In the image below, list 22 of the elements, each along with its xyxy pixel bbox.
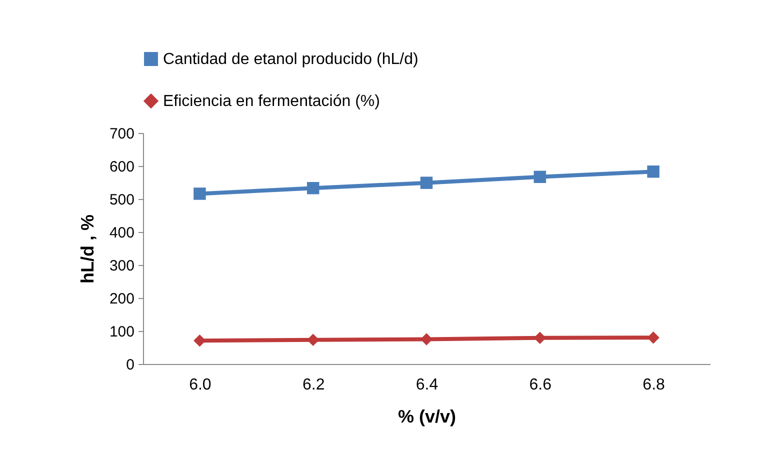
y-tick-label: 300 <box>109 258 134 274</box>
point <box>534 170 546 184</box>
point <box>420 176 433 189</box>
y-tick-label: 600 <box>109 158 134 176</box>
x-tick-label: 6.8 <box>642 376 666 394</box>
y-tick-label: 500 <box>109 192 134 208</box>
x-axis-title: % (v/v) <box>398 406 456 426</box>
y-tick-label: 100 <box>109 324 134 340</box>
y-tick-label: 700 <box>109 126 134 142</box>
legend-label: Eficiencia en fermentación (%) <box>163 93 380 110</box>
legend-label: Cantidad de etanol producido (hL/d) <box>163 51 418 68</box>
y-axis-title: hL/d , % <box>77 214 98 284</box>
y-tick-label: 200 <box>109 290 134 308</box>
x-tick-label: 6.6 <box>529 376 552 394</box>
point <box>647 165 660 178</box>
x-tick-label: 6.4 <box>416 376 438 394</box>
point <box>306 182 320 194</box>
x-tick-label: 6.2 <box>302 376 325 394</box>
point <box>194 188 206 200</box>
y-tick-label: 400 <box>109 224 134 242</box>
y-tick-label: 0 <box>126 356 134 374</box>
x-tick-label: 6.0 <box>189 376 212 394</box>
